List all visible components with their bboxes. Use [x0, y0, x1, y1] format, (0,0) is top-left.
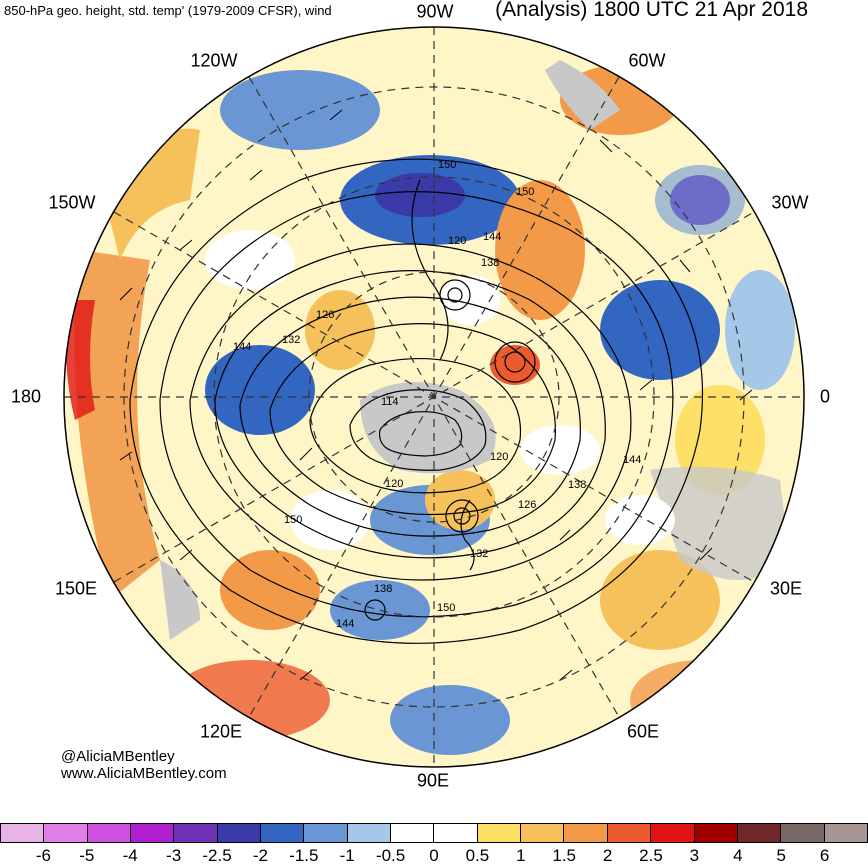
lon-label-30e: 30E	[769, 578, 803, 599]
colorbar-tick-label: -6	[35, 846, 51, 865]
contour-label: 150	[437, 602, 455, 614]
credits: @AliciaMBentley www.AliciaMBentley.com	[61, 748, 227, 782]
contour-label: 120	[490, 451, 508, 463]
colorbar-swatch	[780, 823, 825, 843]
temperature-anomaly-colorbar	[0, 823, 868, 843]
map-boundary	[63, 26, 805, 768]
colorbar-tick-label: -2.5	[202, 846, 232, 865]
colorbar-swatch	[216, 823, 262, 843]
graticule	[64, 27, 804, 767]
colorbar-swatch	[346, 823, 392, 843]
contour-label: 144	[483, 231, 501, 243]
map-title: 850-hPa geo. height, std. temp' (1979-20…	[4, 3, 332, 18]
contour-label: 144	[233, 341, 251, 353]
contour-label: 138	[481, 257, 499, 269]
colorbar-swatch	[476, 823, 522, 843]
colorbar-tick-label: 2	[602, 846, 613, 865]
lon-label-150e: 150E	[54, 578, 98, 599]
colorbar-swatch	[43, 823, 88, 843]
colorbar-swatch	[650, 823, 695, 843]
colorbar-swatch	[736, 823, 782, 843]
lon-label-30w: 30W	[771, 192, 809, 213]
colorbar-tick-label: 1	[516, 846, 526, 865]
valid-time-title: (Analysis) 1800 UTC 21 Apr 2018	[495, 0, 808, 21]
contour-label: 138	[568, 479, 586, 491]
colorbar-tick-label: -3	[166, 846, 182, 865]
colorbar-swatch	[520, 823, 565, 843]
colorbar-tick-label: 5	[776, 846, 786, 865]
colorbar-tick-labels: -6 -5 -4 -3 -2.5 -2 -1.5 -1 -0.5 0 0.5 1 1.5 2 2.5 3 4 5 6	[0, 846, 868, 865]
contour-label: 144	[623, 454, 641, 466]
colorbar-tick-label: 1.5	[552, 846, 577, 865]
colorbar-tick-label: 4	[733, 846, 743, 865]
contour-label: 120	[448, 235, 466, 247]
colorbar-swatch	[606, 823, 652, 843]
colorbar-tick-label: -2	[252, 846, 268, 865]
contour-label: 150	[516, 186, 534, 198]
contour-label: 132	[282, 334, 300, 346]
colorbar-tick-label: -4	[122, 846, 138, 865]
contour-label: 150	[284, 514, 302, 526]
lon-label-120w: 120W	[190, 50, 238, 71]
colorbar-tick-label: 6	[819, 846, 830, 865]
lon-label-60e: 60E	[626, 721, 660, 742]
colorbar-swatch	[563, 823, 608, 843]
colorbar-swatch	[86, 823, 132, 843]
contour-label: 126	[518, 499, 536, 511]
map-svg: 150 150 144 138 120 126 132 144 114 120 …	[63, 26, 805, 768]
wind-barbs	[119, 109, 753, 681]
contour-label: 132	[470, 548, 488, 560]
colorbar-swatch	[130, 823, 175, 843]
contour-label: 138	[374, 583, 392, 595]
lon-label-150w: 150W	[48, 192, 96, 213]
contour-label: 120	[385, 478, 403, 490]
colorbar-tick-label: -1.5	[289, 846, 319, 865]
contour-label: 150	[438, 159, 456, 171]
colorbar-swatch	[390, 823, 435, 843]
colorbar-tick-label: 3	[689, 846, 700, 865]
colorbar-swatch	[693, 823, 738, 843]
contour-label: 126	[316, 309, 334, 321]
lon-label-90w: 90W	[416, 1, 454, 22]
colorbar-swatch	[260, 823, 305, 843]
colorbar-swatch	[303, 823, 348, 843]
colorbar-tick-label: 2.5	[639, 846, 663, 865]
colorbar-tick-label: -0.5	[375, 846, 406, 865]
colorbar-swatch	[823, 823, 868, 843]
height-contours	[129, 158, 704, 644]
polar-map: 150 150 144 138 120 126 132 144 114 120 …	[10, 1, 831, 791]
colorbar-tick-label: 0.5	[465, 846, 490, 865]
colorbar-tick-label: -5	[79, 846, 95, 865]
colorbar-swatch	[433, 823, 478, 843]
colorbar-swatch	[173, 823, 218, 843]
credit-website: www.AliciaMBentley.com	[61, 765, 227, 782]
lon-label-90e: 90E	[416, 770, 450, 791]
lon-label-120e: 120E	[199, 721, 243, 742]
credit-handle: @AliciaMBentley	[61, 748, 175, 765]
lon-label-0: 0	[819, 386, 831, 407]
contour-label-layer: 150 150 144 138 120 126 132 144 114 120 …	[233, 159, 641, 630]
lon-label-180: 180	[10, 386, 42, 407]
contour-label: 144	[336, 618, 354, 630]
colorbar-tick-label: 0	[429, 846, 439, 865]
colorbar-swatch	[0, 823, 45, 843]
contour-label: 114	[381, 396, 399, 408]
colorbar-tick-label: -1	[339, 846, 355, 865]
lon-label-60w: 60W	[628, 50, 666, 71]
